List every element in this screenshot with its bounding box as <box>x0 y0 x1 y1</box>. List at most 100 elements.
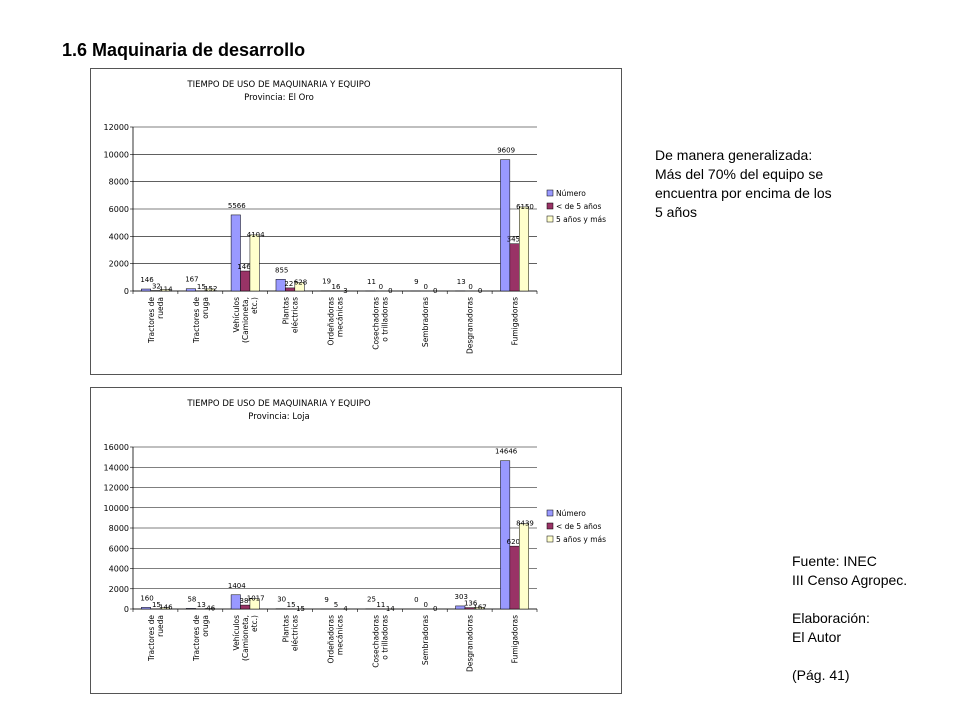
data-label: 4 <box>343 605 348 613</box>
bar <box>275 279 286 292</box>
bar <box>230 214 241 292</box>
x-tick-label: o trilladoras <box>380 297 389 342</box>
elaboration-line: El Autor <box>792 629 842 645</box>
data-label: 14646 <box>495 448 518 456</box>
x-tick-label: Tractores de <box>192 297 201 344</box>
data-label: 3 <box>343 287 347 295</box>
legend-swatch <box>546 509 554 517</box>
x-category-label: Sembradoras <box>421 297 430 347</box>
data-label: 25 <box>367 596 376 604</box>
bar <box>249 598 260 610</box>
data-label: 3459 <box>507 236 525 244</box>
data-label: 13 <box>457 278 466 286</box>
y-tick-label: 6000 <box>109 544 129 553</box>
x-tick-label: Tractores de <box>147 615 156 662</box>
slide-title: 1.6 Maquinaria de desarrollo <box>62 40 306 60</box>
bar <box>240 604 251 610</box>
data-label: 114 <box>159 285 173 293</box>
data-label: 227 <box>284 280 297 288</box>
data-label: 15 <box>197 283 206 291</box>
legend-entry: < de 5 años <box>556 522 602 531</box>
data-label: 15 <box>296 605 305 613</box>
data-label: 303 <box>455 593 468 601</box>
x-tick-label: Fumigadoras <box>511 297 520 345</box>
note-line: Más del 70% del equipo se <box>655 166 824 182</box>
data-label: 146 <box>159 604 173 612</box>
y-tick-label: 8000 <box>109 524 129 533</box>
bar <box>240 270 251 292</box>
x-category-label: Cosechadoras o trilladoras <box>371 297 389 350</box>
x-category-label: Fumigadoras <box>511 297 520 345</box>
x-category-label: Plantas eléctricas <box>282 297 300 333</box>
data-label: 11 <box>376 601 385 609</box>
data-label: 1017 <box>247 595 265 603</box>
data-label: 16 <box>332 283 341 291</box>
x-tick-label: Sembradoras <box>421 615 430 665</box>
x-category-label: Desgranadoras <box>466 615 475 672</box>
legend-swatch <box>546 522 554 530</box>
x-tick-label: (Camioneta, <box>241 615 250 661</box>
data-label: 0 <box>379 283 383 291</box>
legend-swatch <box>546 189 554 197</box>
data-label: 58 <box>187 595 196 603</box>
data-label: 0 <box>388 287 392 295</box>
data-label: 628 <box>294 278 307 286</box>
data-label: 14 <box>386 605 395 613</box>
chart-loja: TIEMPO DE USO DE MAQUINARIA Y EQUIPO Prov… <box>90 387 622 694</box>
bar <box>474 607 485 610</box>
y-tick-label: 12000 <box>104 123 129 132</box>
source-line: III Censo Agropec. <box>792 572 908 588</box>
bar <box>294 282 305 292</box>
data-label: 0 <box>424 283 428 291</box>
data-label: 167 <box>473 603 486 611</box>
x-tick-label: Tractores de <box>147 297 156 344</box>
x-tick-label: Desgranadoras <box>466 615 475 672</box>
data-label: 8439 <box>516 520 534 528</box>
data-label: 0 <box>433 605 437 613</box>
x-tick-label: rueda <box>156 615 165 637</box>
bar <box>159 289 170 292</box>
legend-swatch <box>546 215 554 223</box>
data-label: 0 <box>478 287 482 295</box>
x-category-label: Ordeñadoras mecánicas <box>327 297 345 346</box>
y-tick-label: 4000 <box>109 565 129 574</box>
x-category-label: Vehículos (Camioneta, etc.) <box>232 297 259 343</box>
note-line: encuentra por encima de los <box>655 185 832 201</box>
x-tick-label: etc.) <box>250 615 259 632</box>
bar <box>500 159 511 292</box>
data-label: 387 <box>240 597 253 605</box>
data-label: 9609 <box>497 147 515 155</box>
x-tick-label: Tractores de <box>192 615 201 662</box>
data-label: 32 <box>152 283 161 291</box>
x-tick-label: mecánicas <box>336 297 345 337</box>
y-tick-label: 16000 <box>104 443 129 452</box>
data-label: 19 <box>322 278 331 286</box>
data-label: 0 <box>414 596 418 604</box>
y-tick-label: 8000 <box>109 178 129 187</box>
data-label: 136 <box>464 600 478 608</box>
x-category-label: Vehículos (Camioneta, etc.) <box>232 615 259 661</box>
chart-subtitle: Provincia: Loja <box>248 412 309 422</box>
bar <box>185 608 196 610</box>
y-tick-label: 0 <box>124 287 129 296</box>
x-tick-label: oruga <box>201 615 210 637</box>
source-line: Fuente: INEC <box>792 553 877 569</box>
data-label: 30 <box>277 596 286 604</box>
data-label: 6207 <box>507 538 525 546</box>
data-label: 167 <box>185 276 198 284</box>
chart-loja-svg: TIEMPO DE USO DE MAQUINARIA Y EQUIPO Prov… <box>104 399 607 672</box>
generalization-note: De manera generalizada: Más del 70% del … <box>655 146 832 222</box>
bar <box>509 545 520 610</box>
x-tick-label: Fumigadoras <box>511 615 520 663</box>
note-line: 5 años <box>655 204 698 220</box>
data-label: 9 <box>414 278 418 286</box>
y-tick-label: 4000 <box>109 232 129 241</box>
chart-subtitle: Provincia: El Oro <box>244 93 314 103</box>
data-label: 1462 <box>237 263 255 271</box>
bar <box>230 594 241 610</box>
note-line: De manera generalizada: <box>655 147 813 163</box>
data-label: 9 <box>324 596 328 604</box>
data-label: 15 <box>152 601 161 609</box>
x-category-label: Desgranadoras <box>466 297 475 354</box>
x-category-label: Tractores de oruga <box>192 615 210 662</box>
